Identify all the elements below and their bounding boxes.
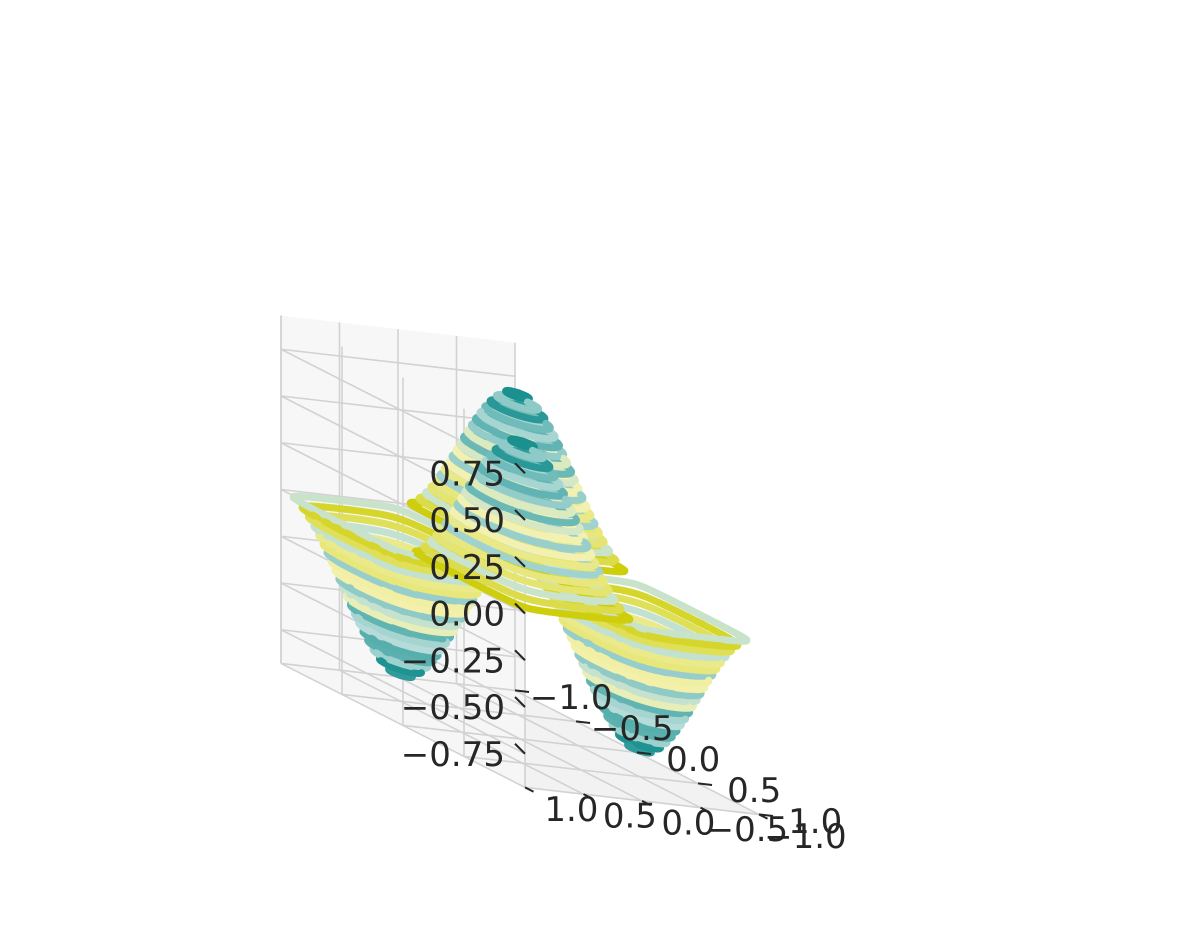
x-tick-label: −0.5 — [706, 810, 789, 850]
contour-level-5 — [666, 722, 684, 731]
x-tick-label: 0.0 — [661, 804, 715, 844]
y-tick-mark — [697, 782, 713, 787]
contour-level-28 — [569, 544, 590, 553]
contour-level-37 — [512, 411, 549, 424]
z-tick-mark — [514, 462, 526, 474]
y-tick-label: 0.5 — [727, 771, 781, 811]
contour-level-26 — [554, 559, 600, 570]
contour-level-21 — [575, 603, 625, 615]
z-tick-mark — [514, 696, 526, 708]
floor-grid-x — [339, 669, 584, 795]
contour-level-9 — [431, 621, 462, 631]
z-tick-mark — [514, 556, 526, 568]
contour-level-39 — [509, 438, 538, 452]
contour-level-34 — [529, 487, 568, 500]
contour-level-12 — [666, 676, 713, 687]
z-tick-label: −0.25 — [401, 641, 505, 681]
y-tick-label: −0.5 — [591, 709, 674, 749]
contour-level-38 — [517, 403, 542, 414]
floor-grid-y — [463, 755, 699, 785]
back-wall-grid-z — [280, 348, 516, 378]
contour-level-22 — [573, 595, 618, 605]
y-tick-mark — [514, 689, 530, 694]
y-tick-label: 1.0 — [788, 802, 842, 842]
floor-grid-y — [402, 724, 638, 754]
y-tick-label: −1.0 — [530, 678, 613, 718]
contour-level-7 — [657, 707, 694, 718]
contour-level-37 — [516, 459, 554, 473]
contour-level-6 — [658, 715, 689, 725]
z-tick-label: 0.00 — [429, 595, 505, 635]
contour-level-1 — [409, 669, 425, 677]
contour-level-23 — [582, 588, 612, 596]
z-tick-mark — [514, 649, 526, 661]
z-axis: −0.75 −0.50 −0.25 0.00 0.25 0.50 0.75 — [401, 454, 526, 775]
x-tick-mark — [524, 786, 534, 793]
contour-level-8 — [430, 628, 458, 637]
contour-level-33 — [552, 501, 571, 509]
contour-level-20 — [615, 616, 634, 624]
contour-level-38 — [522, 452, 547, 463]
contour-level-16 — [686, 652, 730, 662]
contour-level-30 — [538, 523, 584, 535]
contour-level-31 — [546, 516, 580, 527]
contour-level-10 — [681, 691, 703, 700]
x-tick-mark — [583, 793, 593, 800]
contour-level-19 — [634, 623, 740, 638]
contour-level-2 — [651, 739, 671, 748]
contour-level-11 — [422, 605, 470, 618]
z-tick-mark — [514, 743, 526, 755]
z-tick-label: 0.75 — [429, 454, 505, 494]
floor-grid-x — [280, 662, 526, 789]
z-tick-label: 0.25 — [429, 548, 505, 588]
contour-level-14 — [444, 589, 482, 599]
contour-level-5 — [416, 645, 446, 655]
contour-level-13 — [662, 668, 717, 681]
y-axis: −1.0−0.50.00.51.0 — [514, 678, 842, 842]
contour-level-13 — [443, 596, 476, 605]
y-tick-label: 0.0 — [666, 740, 720, 780]
contour-level-32 — [544, 508, 576, 518]
x-tick-mark — [641, 800, 651, 807]
contour-level-19 — [720, 636, 751, 645]
contour-level-36 — [533, 424, 554, 433]
contour-level-3 — [644, 731, 676, 742]
x-tick-mark — [700, 806, 710, 813]
contour-level-35 — [528, 480, 564, 491]
contour-level-36 — [538, 473, 559, 482]
contour-level-4 — [416, 652, 442, 661]
contour-level-35 — [529, 432, 559, 443]
left-wall-grid-z — [280, 629, 526, 755]
contour-level-6 — [409, 637, 451, 649]
y-tick-mark — [636, 751, 652, 756]
contour-level-11 — [673, 683, 709, 694]
contour-level-27 — [558, 552, 596, 562]
z-tick-mark — [514, 509, 526, 521]
z-tick-label: −0.75 — [401, 735, 505, 775]
x-tick-label: −1.0 — [764, 817, 847, 857]
z-tick-mark — [514, 602, 526, 615]
x-tick-label: 1.0 — [544, 790, 598, 830]
grid-lines — [280, 315, 760, 816]
contour-level-19 — [289, 492, 354, 506]
x-axis: −1.0−0.50.00.51.0 — [524, 786, 847, 857]
y-tick-mark — [758, 813, 774, 818]
contour-level-24 — [546, 574, 608, 588]
contour-level-25 — [551, 567, 604, 579]
z-tick-label: −0.50 — [401, 688, 505, 728]
contour-surface — [289, 386, 751, 757]
x-tick-label: 0.5 — [603, 797, 657, 837]
contour-level-34 — [524, 439, 563, 452]
z-tick-label: 0.50 — [429, 501, 505, 541]
y-tick-mark — [575, 720, 591, 725]
contour-level-15 — [697, 659, 725, 668]
